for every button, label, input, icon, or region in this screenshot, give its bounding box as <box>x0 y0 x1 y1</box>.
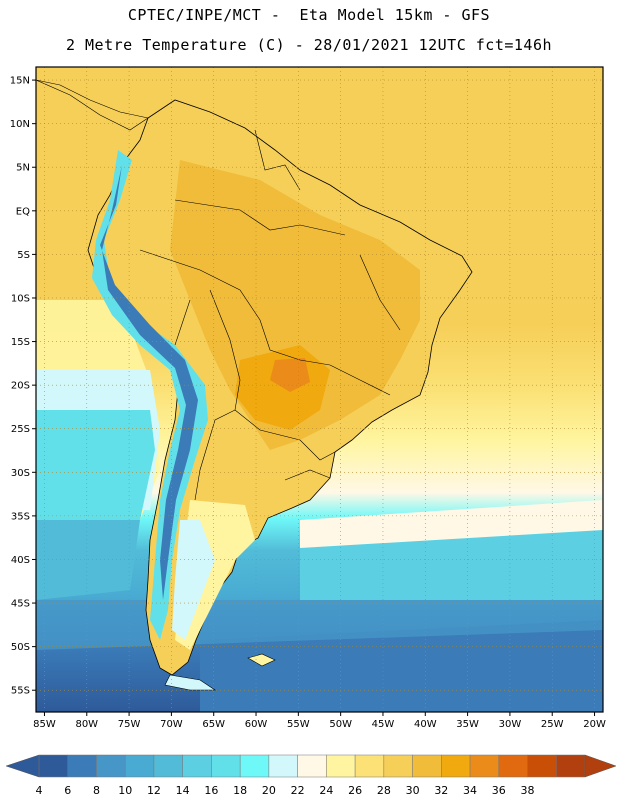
latitude-label: 15N <box>10 76 30 87</box>
falkland-islands <box>247 653 276 667</box>
political-borders <box>139 129 401 501</box>
latitude-label: 20S <box>11 381 30 392</box>
central-america <box>36 79 149 131</box>
latitude-label: 5S <box>17 250 30 261</box>
colorbar-box <box>383 754 413 778</box>
longitude-label: 40W <box>414 719 437 730</box>
title-line-1: CPTEC/INPE/MCT - Eta Model 15km - GFS <box>127 6 491 24</box>
longitude-label: 65W <box>202 719 225 730</box>
colorbar-box <box>268 754 298 778</box>
latitude-label: 50S <box>11 642 30 653</box>
colorbar-box <box>469 754 500 778</box>
colorbar-low-arrow <box>5 754 40 778</box>
longitude-label: 50W <box>329 719 352 730</box>
longitude-label: 75W <box>118 719 141 730</box>
pacific-colder-band <box>36 520 140 600</box>
patagonia-cool-zone <box>172 520 215 640</box>
southern-ocean-band <box>200 620 603 712</box>
colorbar-box <box>211 754 241 778</box>
colorbar-box <box>67 754 97 778</box>
colorbar-box <box>297 754 327 778</box>
colorbar-box <box>153 754 183 778</box>
colorbar-box <box>239 754 270 778</box>
latitude-label: 55S <box>11 686 30 697</box>
colorbar-box <box>182 754 212 778</box>
colorbar-label: 4 <box>36 784 43 797</box>
colorbar-box <box>354 754 385 778</box>
colorbar-label: 6 <box>64 784 71 797</box>
latitude-label: 15S <box>11 337 30 348</box>
latitude-label: EQ <box>16 206 30 217</box>
colorbar-box <box>96 754 126 778</box>
longitude-label: 30W <box>499 719 522 730</box>
latitude-label: 10S <box>11 293 30 304</box>
colorbar-box <box>326 754 356 778</box>
colorbar-label: 20 <box>262 784 276 797</box>
latitude-label: 40S <box>11 555 30 566</box>
longitude-label: 80W <box>75 719 98 730</box>
longitude-label: 55W <box>287 719 310 730</box>
colorbar-high-arrow <box>584 754 617 778</box>
longitude-labels: 85W 80W 75W 70W 65W 60W 55W 50W 45W 40W 35W 30W 25W 2… <box>33 712 606 730</box>
latitude-label: 35S <box>11 511 30 522</box>
map-frame <box>35 66 604 713</box>
longitude-label: 70W <box>160 719 183 730</box>
latitude-label: 30S <box>11 468 30 479</box>
colorbar-label: 16 <box>204 784 218 797</box>
colorbar-label: 26 <box>348 784 362 797</box>
colorbar-label: 30 <box>406 784 420 797</box>
longitude-label: 85W <box>33 719 56 730</box>
interior-hottest-zone <box>270 358 310 392</box>
graticule <box>36 67 603 712</box>
colorbar-label: 24 <box>319 784 333 797</box>
pacific-cold-band <box>36 410 155 520</box>
longitude-label: 20W <box>583 719 606 730</box>
temperature-map: 15N 10N 5N EQ 5S 10S 15S 20S 25S 30S 35S 40S 45S 50S 5… <box>10 66 606 730</box>
colorbar-box <box>556 754 586 778</box>
longitude-label: 60W <box>245 719 268 730</box>
latitude-label: 25S <box>11 424 30 435</box>
colorbar-label: 28 <box>377 784 391 797</box>
atlantic-cool-band <box>300 530 603 600</box>
colorbar-box <box>527 754 557 778</box>
colorbar-boxes <box>5 754 617 778</box>
title-line-2: 2 Metre Temperature (C) - 28/01/2021 12U… <box>65 36 553 54</box>
colorbar-label: 10 <box>118 784 132 797</box>
colorbar-label: 14 <box>176 784 190 797</box>
andes-colder-spine <box>100 165 198 600</box>
colorbar-box <box>124 754 155 778</box>
colorbar-label: 22 <box>291 784 305 797</box>
longitude-label: 45W <box>372 719 395 730</box>
colorbar-label: 8 <box>93 784 100 797</box>
colorbar-label: 34 <box>463 784 477 797</box>
colorbar-label: 38 <box>521 784 535 797</box>
colorbar: 4 6 8 10 12 14 16 18 20 22 24 26 28 30 32 34 36 38 <box>5 754 617 797</box>
map-field <box>36 67 603 712</box>
colorbar-box <box>498 754 528 778</box>
colorbar-labels: 4 6 8 10 12 14 16 18 20 22 24 26 28 30 32 34 36 38 <box>36 784 535 797</box>
colorbar-label: 18 <box>233 784 247 797</box>
latitude-label: 10N <box>10 119 30 130</box>
latitude-label: 5N <box>16 163 30 174</box>
longitude-label: 25W <box>541 719 564 730</box>
colorbar-label: 32 <box>434 784 448 797</box>
latitude-labels: 15N 10N 5N EQ 5S 10S 15S 20S 25S 30S 35S 40S 45S 50S 5… <box>10 76 36 697</box>
colorbar-label: 36 <box>492 784 506 797</box>
colorbar-box <box>38 754 68 778</box>
interior-hot-zone <box>170 160 420 450</box>
colorbar-box <box>441 754 471 778</box>
latitude-label: 45S <box>11 599 30 610</box>
tierra-del-fuego <box>164 674 216 691</box>
colorbar-label: 12 <box>147 784 161 797</box>
longitude-label: 35W <box>456 719 479 730</box>
colorbar-box <box>412 754 442 778</box>
